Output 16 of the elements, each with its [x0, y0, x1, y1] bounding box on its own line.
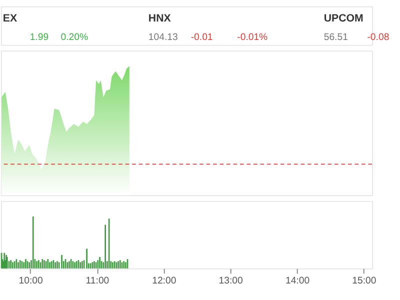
text: 0.20% [60, 32, 88, 43]
x-tick-label: 13:00 [218, 275, 243, 286]
x-tick-label: 12:00 [152, 275, 176, 286]
text: EX [2, 12, 18, 25]
text: 104.13 [148, 32, 178, 43]
x-tick-label: 14:00 [285, 275, 310, 286]
x-tick-label: 10:00 [18, 275, 43, 286]
x-tick-label: 15:00 [352, 275, 376, 286]
text: -0.08 [367, 32, 390, 43]
x-tick-label: 11:00 [86, 275, 110, 286]
text: UPCOM [324, 12, 364, 25]
text: -0.01% [237, 32, 268, 43]
text: 56.51 [324, 32, 348, 43]
text: 1.99 [30, 32, 49, 43]
text: HNX [148, 12, 171, 25]
text: -0.01 [190, 32, 213, 43]
